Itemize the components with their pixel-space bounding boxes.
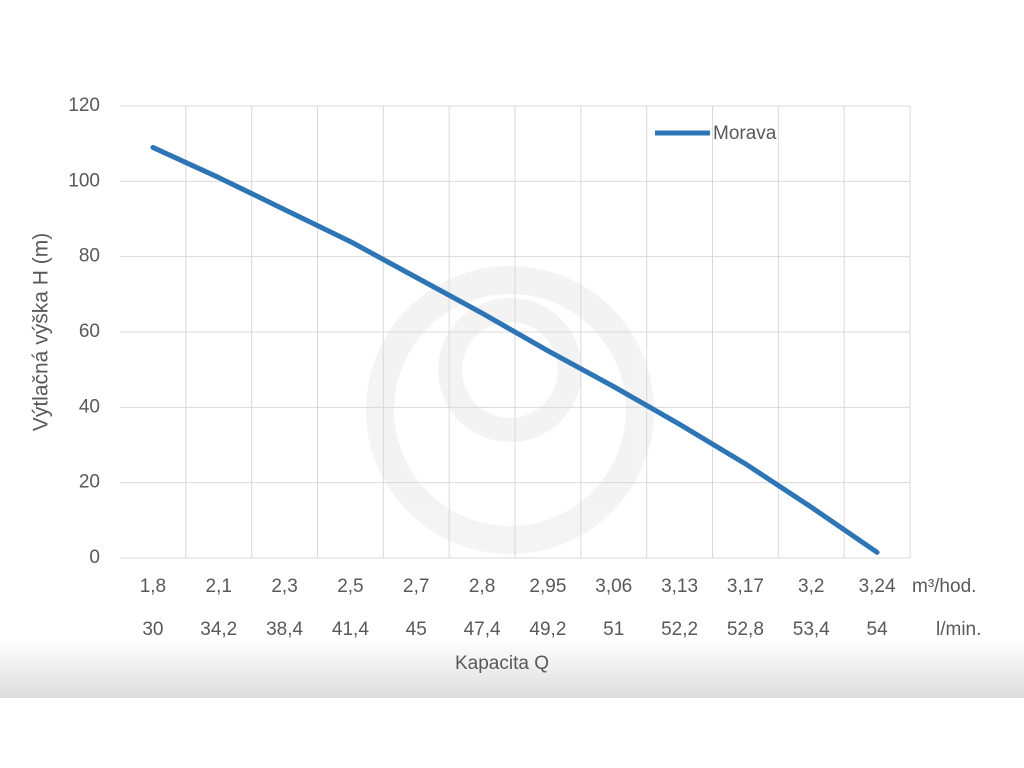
x-tick-label-secondary: 41,4 [332, 619, 369, 640]
x-tick-label-secondary: 52,8 [727, 619, 764, 640]
y-tick-label: 40 [79, 396, 100, 417]
x-tick-label-secondary: 47,4 [464, 619, 501, 640]
y-tick-label: 60 [79, 321, 100, 342]
x-tick-label: 2,95 [529, 576, 566, 597]
x-tick-label: 1,8 [140, 576, 166, 597]
x-tick-label-secondary: 51 [603, 619, 624, 640]
x-tick-label: 2,7 [403, 576, 429, 597]
y-tick-label: 20 [79, 472, 100, 493]
x-tick-label: 2,1 [206, 576, 232, 597]
y-tick-label: 120 [68, 95, 100, 116]
x-tick-label: 3,17 [727, 576, 764, 597]
x-tick-label-secondary: 38,4 [266, 619, 303, 640]
y-tick-label: 80 [79, 246, 100, 267]
background-band [0, 640, 1024, 698]
x-tick-label: 3,2 [798, 576, 824, 597]
x-tick-label-secondary: 30 [142, 619, 163, 640]
x-tick-label: 3,24 [859, 576, 896, 597]
x-tick-label-secondary: 34,2 [200, 619, 237, 640]
x-tick-label: 2,5 [337, 576, 363, 597]
y-axis-title: Výtlačná výška H (m) [30, 233, 53, 431]
y-tick-label: 100 [68, 170, 100, 191]
x-tick-label: 3,13 [661, 576, 698, 597]
x-tick-label-secondary: 54 [867, 619, 889, 640]
watermark [366, 266, 654, 554]
x-unit-label: l/min. [936, 619, 981, 640]
x-unit-label: m³/hod. [912, 576, 976, 597]
x-tick-label-secondary: 53,4 [793, 619, 830, 640]
x-tick-label: 3,06 [595, 576, 632, 597]
x-tick-label-secondary: 49,2 [529, 619, 566, 640]
x-tick-label: 2,3 [271, 576, 297, 597]
x-tick-label-secondary: 52,2 [661, 619, 698, 640]
x-tick-label-secondary: 45 [406, 619, 427, 640]
x-tick-label: 2,8 [469, 576, 495, 597]
x-axis-title: Kapacita Q [455, 653, 549, 674]
line [150, 144, 880, 555]
y-tick-label: 0 [89, 547, 100, 568]
legend-label: Morava [713, 123, 777, 144]
